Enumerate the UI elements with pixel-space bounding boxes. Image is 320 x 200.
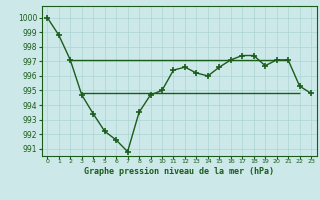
X-axis label: Graphe pression niveau de la mer (hPa): Graphe pression niveau de la mer (hPa) — [84, 167, 274, 176]
